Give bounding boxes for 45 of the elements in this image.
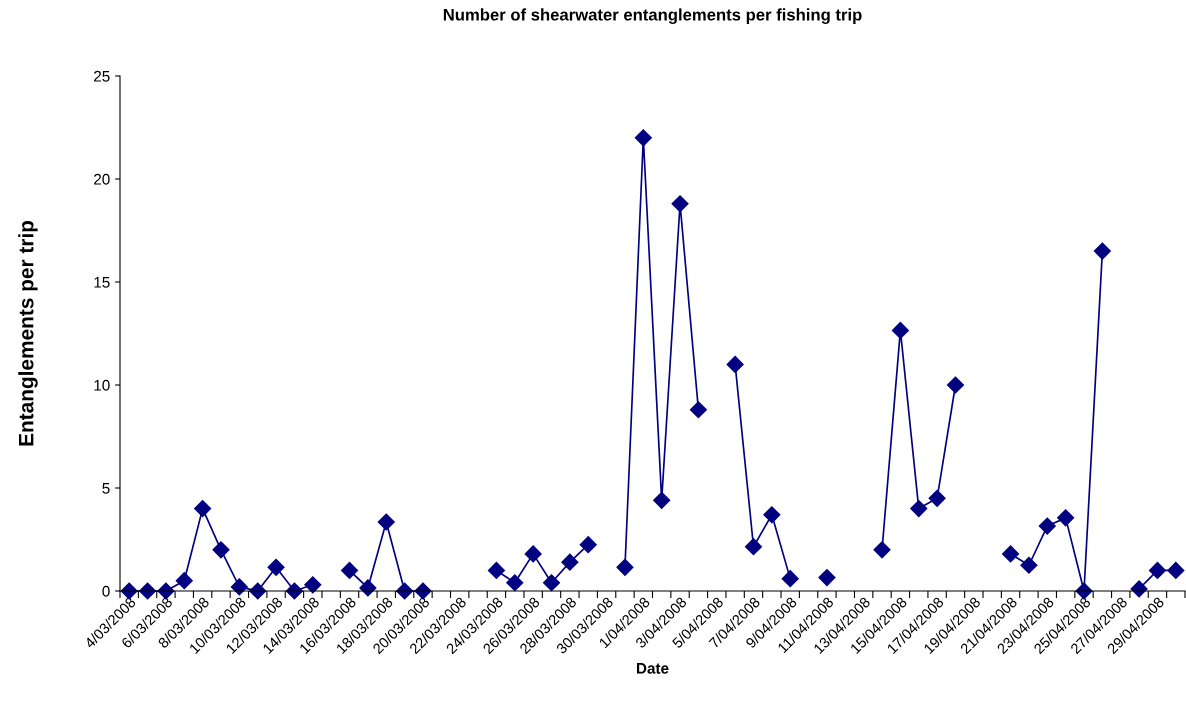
- point: [928, 489, 946, 507]
- chart-title: Number of shearwater entanglements per fishing trip: [443, 8, 862, 24]
- point: [340, 561, 359, 579]
- point: [634, 129, 652, 147]
- point: [1002, 545, 1020, 563]
- point: [377, 513, 395, 531]
- point: [304, 576, 322, 594]
- point: [781, 570, 799, 588]
- point: [579, 536, 597, 554]
- x-axis-title: Date: [636, 663, 669, 674]
- y-tick-label: 5: [102, 483, 110, 494]
- point: [506, 574, 524, 592]
- point: [194, 500, 212, 518]
- point: [487, 561, 505, 579]
- point: [653, 491, 671, 509]
- point: [1057, 509, 1075, 527]
- point: [1167, 561, 1185, 579]
- point: [726, 355, 744, 373]
- point: [763, 506, 781, 524]
- point: [175, 572, 193, 590]
- point: [212, 541, 230, 559]
- point: [561, 553, 579, 571]
- point: [671, 195, 689, 213]
- point: [744, 538, 763, 556]
- point: [542, 574, 561, 592]
- y-tick-label: 10: [94, 379, 110, 391]
- point: [616, 558, 634, 576]
- point: [891, 321, 909, 339]
- y-tick-label: 20: [94, 173, 110, 185]
- point: [818, 569, 836, 587]
- point: [689, 401, 707, 419]
- y-tick-label: 0: [102, 585, 110, 597]
- y-tick-label: 15: [94, 277, 110, 288]
- point: [524, 545, 542, 563]
- point: [910, 500, 928, 518]
- point: [1038, 517, 1056, 535]
- point: [946, 376, 965, 394]
- y-axis-title: Entanglements per trip: [18, 220, 38, 446]
- point: [873, 541, 891, 559]
- point: [1148, 561, 1167, 579]
- y-tick-label: 25: [94, 70, 110, 82]
- point: [230, 578, 248, 596]
- point: [1020, 556, 1038, 574]
- point: [1093, 242, 1111, 260]
- point: [267, 558, 285, 576]
